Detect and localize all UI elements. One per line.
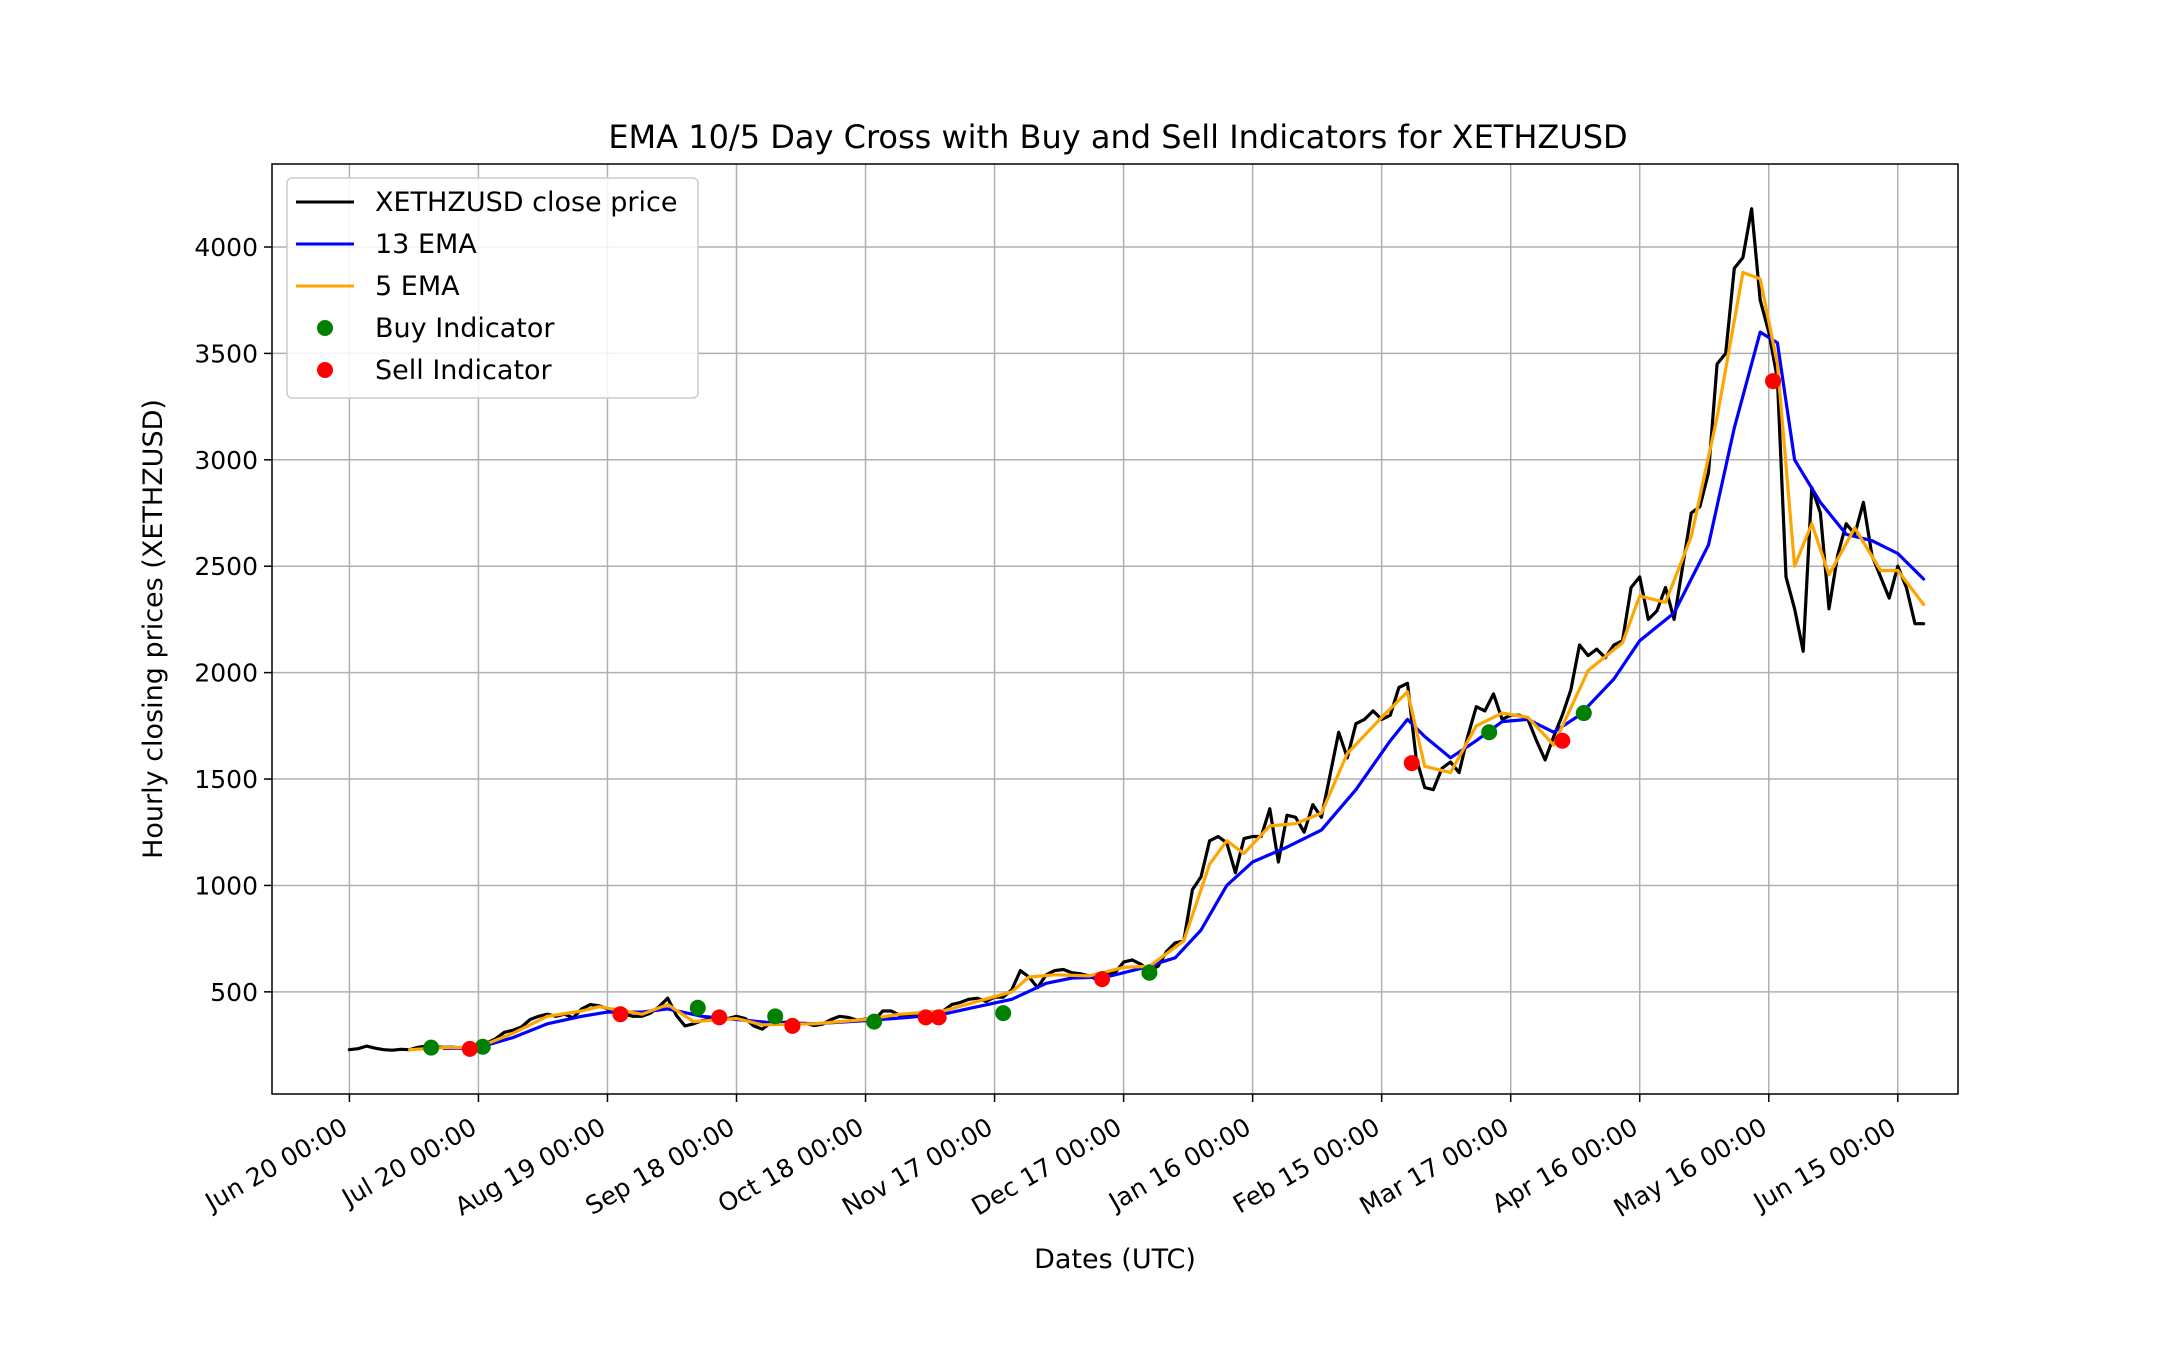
y-axis-label: Hourly closing prices (XETHZUSD) [138,399,169,859]
ema-13-line [442,330,1926,1051]
buy-indicator-point [423,1039,440,1056]
y-tick-label: 4000 [194,233,258,262]
sell-indicator-point [917,1009,934,1026]
y-tick-label: 1000 [194,871,258,900]
buy-indicator-point [866,1013,883,1030]
buy-indicator-point [474,1038,491,1055]
indicator-markers [423,373,1782,1057]
y-tick-label: 2500 [194,552,258,581]
sell-indicator-point [930,1009,947,1026]
sell-indicator-point [1765,373,1782,390]
series-layer [347,207,1926,1052]
legend-swatch-buy-indicator [317,320,333,336]
x-axis-label: Dates (UTC) [1034,1244,1196,1275]
plot-frame [271,163,1959,1095]
sell-indicator-point [1403,755,1420,772]
buy-indicator-point [1481,724,1498,741]
buy-indicator-point [689,999,706,1016]
buy-indicator-point [1575,705,1592,722]
sell-indicator-point [784,1017,801,1034]
legend-frame [286,177,699,399]
legend-label-buy-indicator: Buy Indicator [375,313,555,344]
y-tick-label: 3500 [194,339,258,368]
buy-indicator-point [995,1005,1012,1022]
chart-title: EMA 10/5 Day Cross with Buy and Sell Ind… [608,118,1627,156]
buy-indicator-point [1141,964,1158,981]
y-tick-label: 1500 [194,765,258,794]
buy-indicator-point [767,1008,784,1025]
y-axis: 500 1000 1500 2000 2500 3000 3500 4000 [194,233,272,1007]
y-tick-label: 500 [210,978,258,1007]
legend-label-5-ema: 5 EMA [375,271,460,302]
legend-swatch-sell-indicator [317,362,333,378]
ema-5-line [408,270,1926,1052]
sell-indicator-point [461,1040,478,1057]
legend: XETHZUSD close price 13 EMA 5 EMA Buy In… [286,177,699,399]
legend-label-close-price: XETHZUSD close price [375,187,677,218]
sell-indicator-point [612,1006,629,1023]
sell-indicator-point [1554,732,1571,749]
sell-indicator-point [1094,971,1111,988]
y-tick-label: 2000 [194,659,258,688]
legend-label-13-ema: 13 EMA [375,229,477,260]
sell-indicator-point [711,1009,728,1026]
legend-label-sell-indicator: Sell Indicator [375,355,553,386]
y-tick-label: 3000 [194,446,258,475]
